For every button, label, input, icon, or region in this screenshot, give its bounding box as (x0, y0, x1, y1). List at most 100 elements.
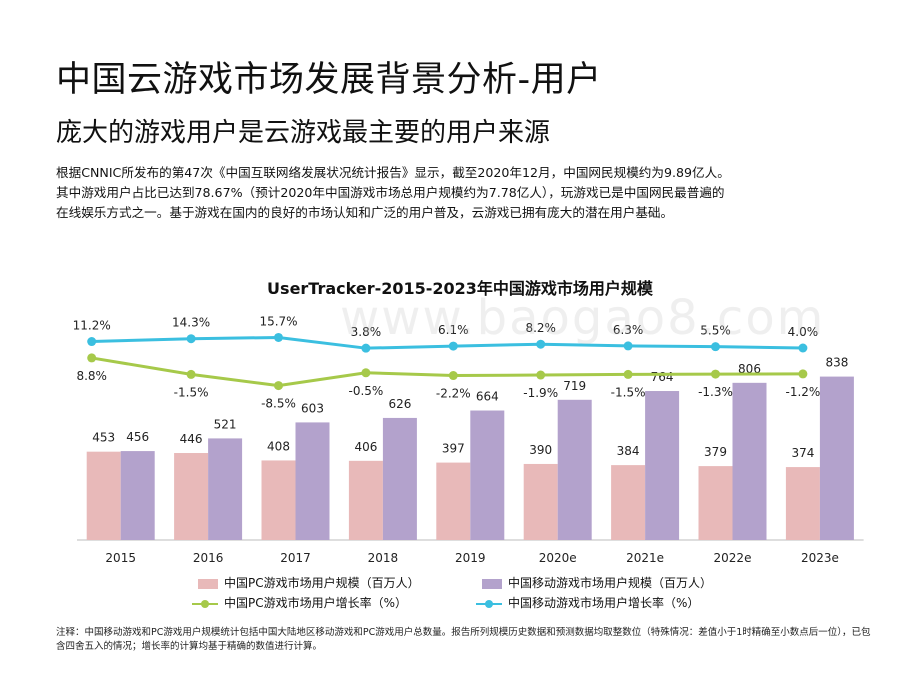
point-mobile-growth (798, 343, 808, 353)
point-mobile-growth (536, 339, 546, 349)
bar-mobile-users (295, 422, 330, 540)
legend-label: 中国移动游戏市场用户规模（百万人） (508, 576, 713, 590)
x-tick-label: 2022e (714, 551, 752, 565)
data-label-mobile-growth: 5.5% (700, 324, 731, 338)
legend-label: 中国PC游戏市场用户增长率（%） (224, 596, 408, 610)
x-tick-label: 2019 (455, 551, 486, 565)
bar-label-mobile: 719 (563, 379, 586, 393)
bar-label-pc: 453 (92, 431, 115, 445)
bar-label-mobile: 806 (738, 362, 761, 376)
point-pc-growth (87, 353, 97, 363)
line-mobile-growth (91, 335, 803, 350)
bar-label-mobile: 521 (214, 417, 237, 431)
intro-line: 根据CNNIC所发布的第47次《中国互联网络发展状况统计报告》显示，截至2020… (56, 165, 730, 180)
footnote: 注释：中国移动游戏和PC游戏用户规模统计包括中国大陆地区移动游戏和PC游戏用户总… (56, 627, 871, 652)
point-mobile-growth (87, 337, 97, 347)
data-label-pc-growth: -1.5% (611, 385, 646, 399)
legend-line-swatch (192, 599, 218, 609)
data-label-pc-growth: 8.8% (76, 369, 107, 383)
data-label-pc-growth: -8.5% (261, 397, 296, 411)
x-tick-label: 2023e (801, 551, 839, 565)
bar-mobile-users (819, 376, 854, 540)
bar-pc-users (348, 460, 383, 540)
legend-pc-users: 中国PC游戏市场用户规模（百万人） (198, 574, 420, 592)
bar-mobile-users (470, 410, 505, 540)
bar-pc-users (611, 465, 646, 540)
point-mobile-growth (274, 332, 283, 342)
bar-label-mobile: 764 (651, 370, 674, 384)
bar-label-pc: 397 (442, 442, 465, 456)
bar-label-mobile: 456 (126, 430, 149, 444)
point-pc-growth (186, 369, 196, 379)
bar-label-pc: 446 (180, 432, 203, 446)
data-label-mobile-growth: 14.3% (172, 316, 210, 330)
bar-pc-users (261, 460, 296, 540)
data-label-pc-growth: -0.5% (348, 384, 383, 398)
page-subtitle: 庞大的游戏用户是云游戏最主要的用户来源 (56, 118, 551, 148)
x-tick-label: 2018 (368, 551, 399, 565)
legend-swatch (198, 578, 218, 589)
x-tick-label: 2017 (280, 551, 311, 565)
x-tick-label: 2015 (105, 551, 136, 565)
bar-label-mobile: 626 (388, 397, 411, 411)
point-pc-growth (623, 369, 633, 379)
data-label-pc-growth: -1.5% (174, 385, 209, 399)
legend-line-swatch (476, 599, 502, 609)
bar-label-pc: 408 (267, 439, 290, 453)
legend-pc-growth: 中国PC游戏市场用户增长率（%） (192, 594, 407, 612)
point-pc-growth (361, 368, 371, 378)
chart-legend: 中国PC游戏市场用户规模（百万人） 中国移动游戏市场用户规模（百万人） 中国PC… (0, 574, 920, 618)
intro-line: 在线娱乐方式之一。基于游戏在国内的良好的市场认知和广泛的用户普及，云游戏已拥有庞… (56, 205, 674, 220)
chart-title: UserTracker-2015-2023年中国游戏市场用户规模 (267, 279, 653, 298)
bar-pc-users (436, 462, 471, 540)
data-label-pc-growth: -2.2% (436, 387, 471, 401)
data-label-mobile-growth: 3.8% (351, 325, 382, 339)
data-label-mobile-growth: 6.1% (438, 323, 469, 337)
point-pc-growth (448, 371, 458, 381)
intro-line: 其中游戏用户占比已达到78.67%（预计2020年中国游戏市场总用户规模约为7.… (56, 185, 725, 200)
point-mobile-growth (711, 342, 720, 352)
bar-pc-users (523, 463, 558, 540)
point-pc-growth (798, 369, 808, 379)
point-mobile-growth (448, 341, 458, 351)
bar-pc-users (785, 467, 820, 540)
bar-label-pc: 384 (617, 444, 640, 458)
bar-mobile-users (732, 382, 767, 540)
point-pc-growth (711, 369, 720, 379)
legend-label: 中国移动游戏市场用户增长率（%） (508, 596, 700, 610)
intro-paragraph: 根据CNNIC所发布的第47次《中国互联网络发展状况统计报告》显示，截至2020… (56, 163, 876, 223)
point-pc-growth (536, 370, 546, 380)
bar-mobile-users (382, 417, 417, 540)
legend-label: 中国PC游戏市场用户规模（百万人） (224, 576, 420, 590)
bar-label-pc: 406 (354, 440, 377, 454)
bar-mobile-users (120, 451, 155, 540)
line-pc-growth (91, 356, 803, 388)
bar-mobile-users (645, 391, 680, 540)
data-label-mobile-growth: 11.2% (73, 319, 111, 333)
data-label-pc-growth: -1.9% (523, 386, 558, 400)
legend-mobile-growth: 中国移动游戏市场用户增长率（%） (476, 594, 699, 612)
bar-label-pc: 379 (704, 445, 727, 459)
x-tick-label: 2020e (539, 551, 577, 565)
chart-canvas: 453 456 2015 446 521 2016 408 603 2017 406 626 2018… (73, 314, 864, 565)
bar-label-mobile: 838 (825, 356, 848, 370)
legend-mobile-users: 中国移动游戏市场用户规模（百万人） (482, 574, 712, 592)
bar-mobile-users (208, 438, 243, 540)
legend-swatch (482, 578, 502, 589)
data-label-mobile-growth: 15.7% (259, 314, 297, 328)
data-label-pc-growth: -1.3% (698, 385, 733, 399)
bar-pc-users (698, 466, 733, 540)
data-label-mobile-growth: 8.2% (525, 321, 556, 335)
point-mobile-growth (361, 343, 371, 353)
data-label-mobile-growth: 4.0% (788, 325, 819, 339)
x-tick-label: 2021e (626, 551, 664, 565)
bar-pc-users (86, 451, 121, 540)
data-label-mobile-growth: 6.3% (613, 323, 644, 337)
x-tick-label: 2016 (193, 551, 224, 565)
page-title: 中国云游戏市场发展背景分析-用户 (56, 60, 602, 100)
point-mobile-growth (623, 341, 633, 351)
bar-mobile-users (557, 399, 592, 540)
bar-label-mobile: 664 (476, 390, 499, 404)
bar-label-pc: 374 (791, 446, 814, 460)
data-label-pc-growth: -1.2% (785, 385, 820, 399)
